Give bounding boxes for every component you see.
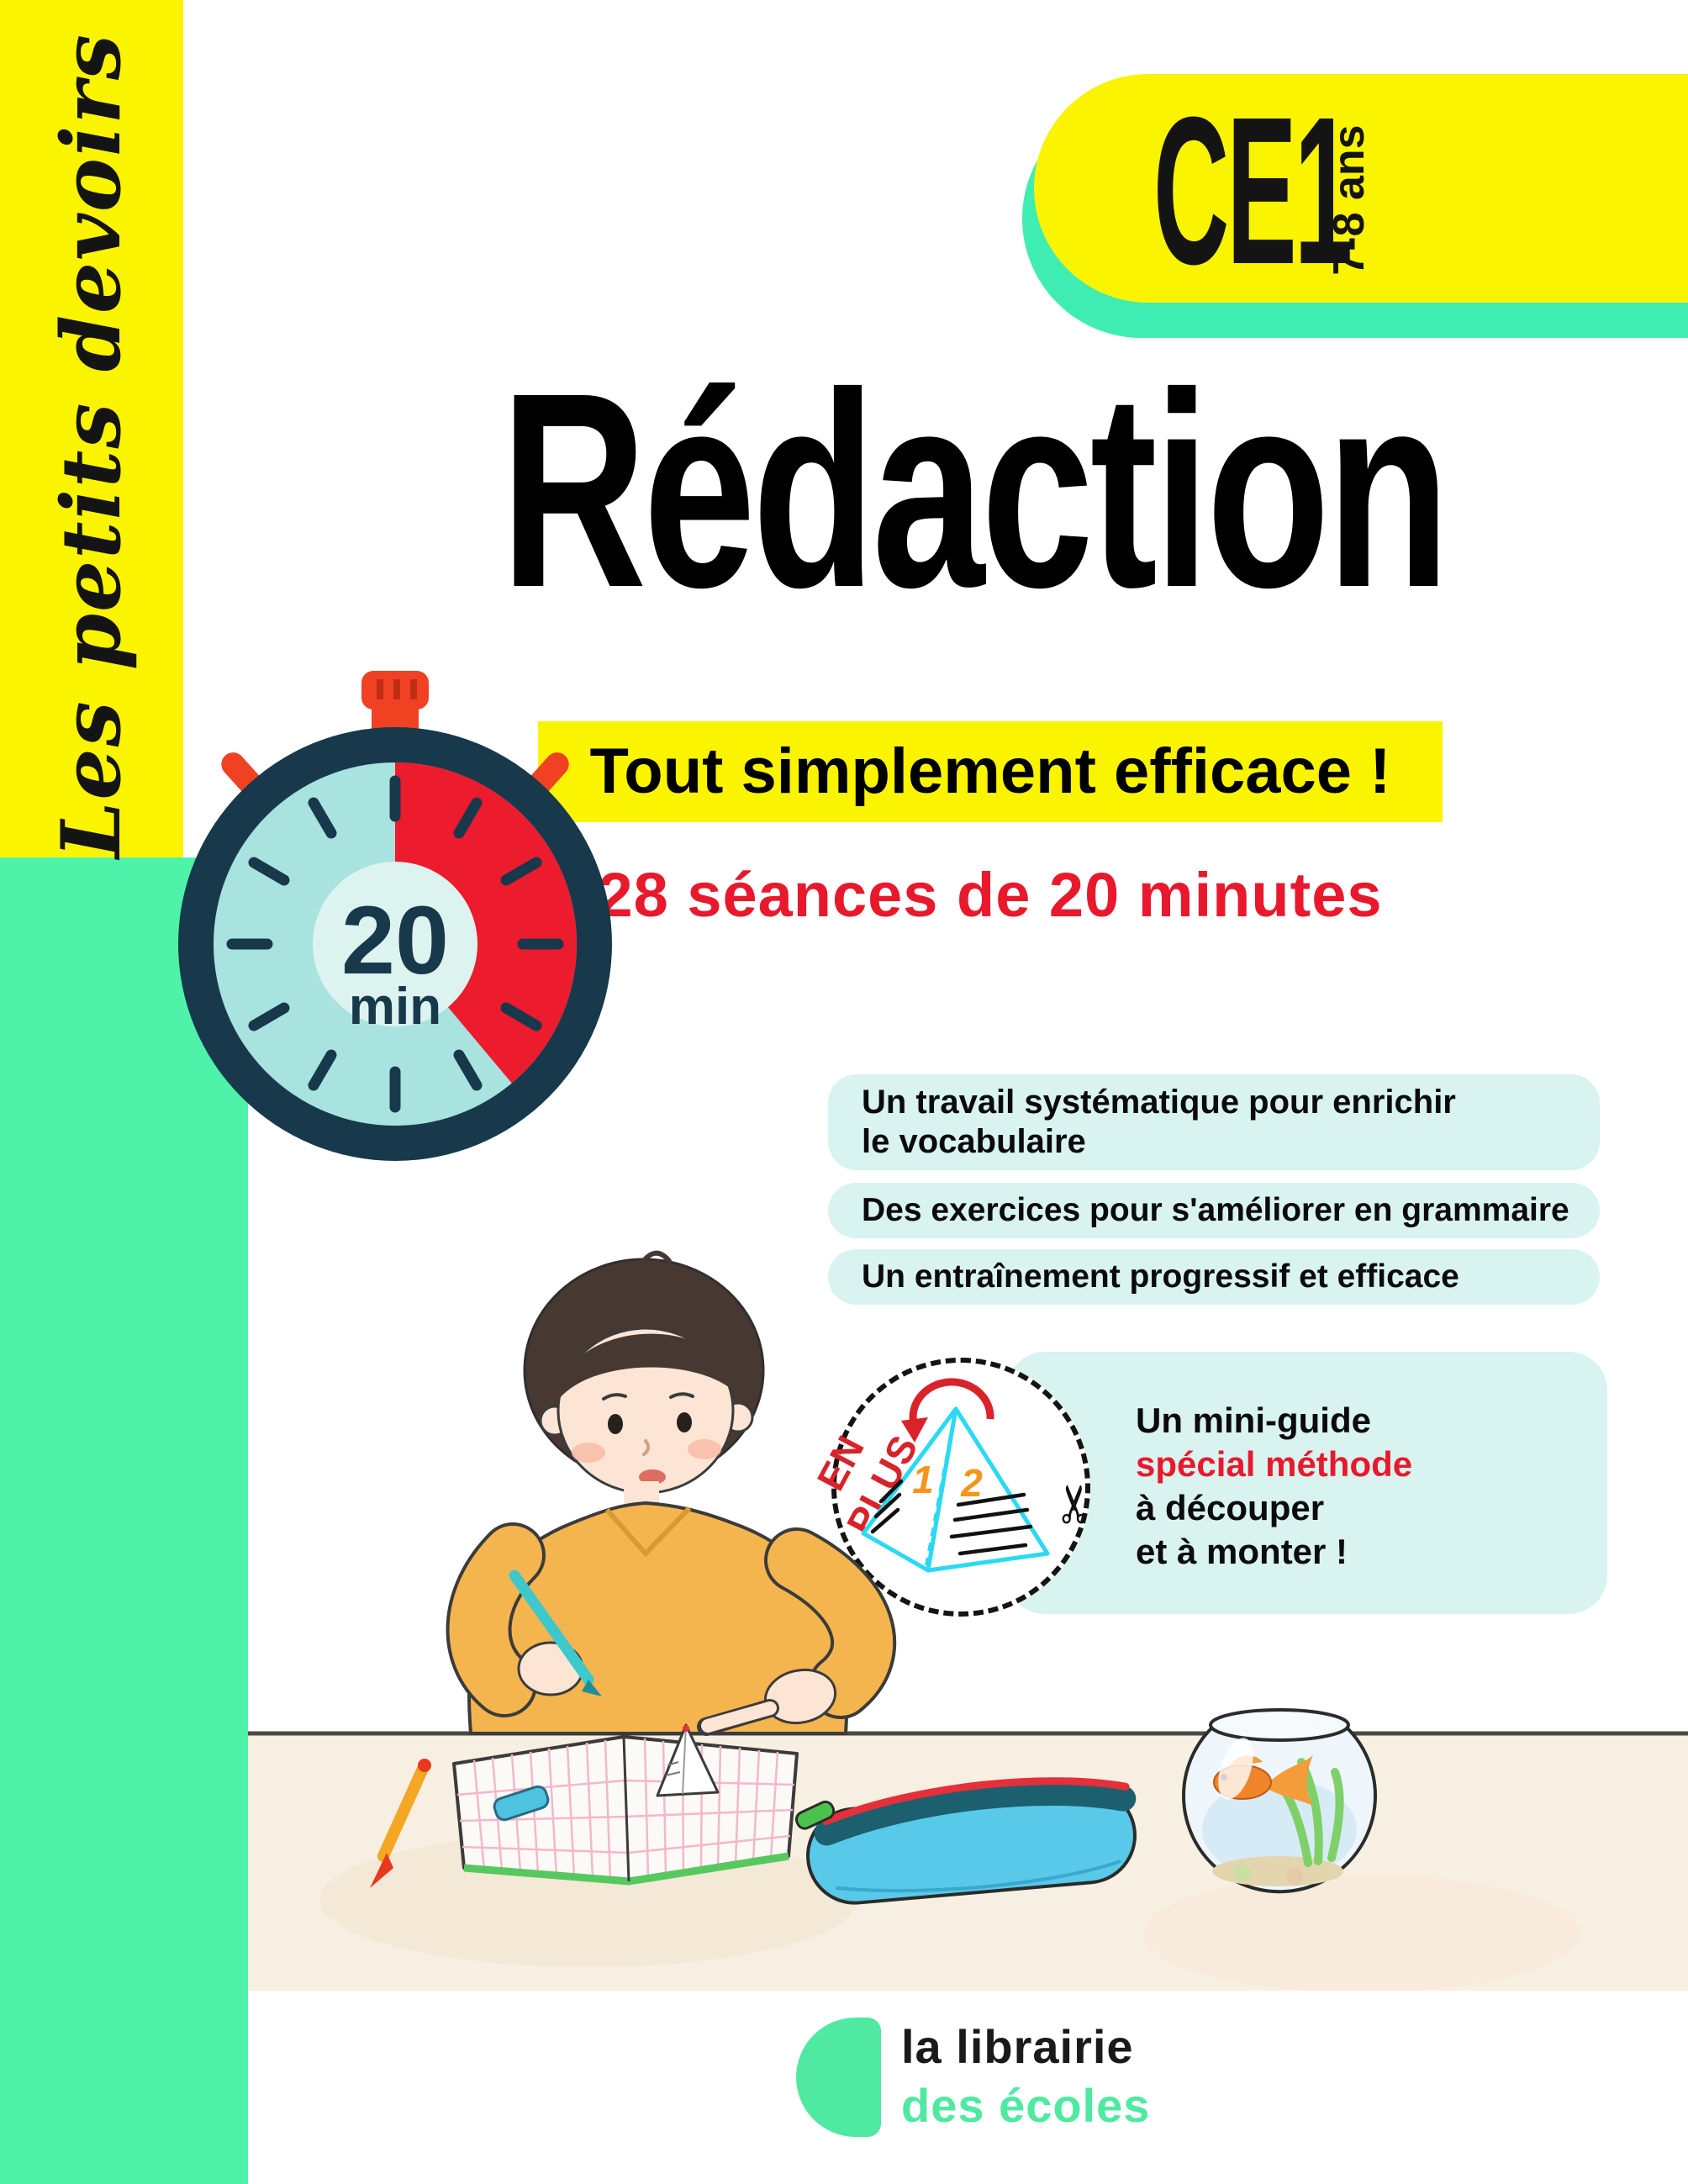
rotate-arrow-icon — [909, 1378, 994, 1429]
pyramid-text-lines — [870, 1479, 1033, 1556]
feature-banner-3: Un entraînement progressif et efficace — [828, 1249, 1600, 1305]
stopwatch-ticks — [226, 775, 564, 1113]
publisher-name-line-2: des écoles — [901, 2079, 1151, 2132]
feature-1-line-2: le vocabulaire — [862, 1123, 1086, 1160]
bonus-line-4: et à monter ! — [1136, 1532, 1348, 1571]
level-badge — [1034, 74, 1688, 303]
sessions-text: 28 séances de 20 minutes — [598, 860, 1383, 930]
tagline-text: Tout simplement efficace ! — [589, 736, 1391, 807]
notebook-grid — [456, 1738, 795, 1881]
publisher-name-line-1: la librairie — [901, 2020, 1134, 2073]
teal-pen — [509, 1569, 594, 1685]
stopwatch-center — [313, 862, 477, 1026]
pyramid-number-1: 1 — [912, 1458, 934, 1501]
bonus-line-3: à découper — [1136, 1488, 1325, 1527]
level-badge-age: 7-8 ans — [1325, 124, 1374, 276]
left-green-band — [0, 857, 248, 2184]
stopwatch-elapsed-sector — [395, 762, 577, 1084]
bonus-line-2: spécial méthode — [1136, 1444, 1413, 1484]
pencil-case — [794, 1777, 1137, 1905]
paper-pyramid — [656, 1723, 720, 1797]
bonus-panel — [1006, 1352, 1607, 1614]
child-illustration — [248, 1250, 1688, 1991]
pyramid-number-2: 2 — [960, 1461, 983, 1505]
bonus-line-1: Un mini-guide — [1136, 1401, 1371, 1440]
tagline-banner: Tout simplement efficace ! — [538, 721, 1443, 822]
pyramid-fold-line — [925, 1408, 957, 1566]
child-hands — [509, 1569, 837, 1736]
stopwatch-icon: 20 min — [178, 671, 612, 1161]
zipper-pull — [794, 1800, 836, 1830]
page-title: Rédaction — [500, 335, 1449, 645]
eraser — [493, 1785, 550, 1822]
pyramid-guide-icon: 1 2 — [861, 1378, 1050, 1573]
level-badge-text: CE1 — [1153, 73, 1353, 308]
stopwatch-unit: min — [349, 978, 441, 1036]
left-yellow-band — [0, 0, 183, 857]
red-pen — [370, 1759, 431, 1888]
publisher-logo-icon — [796, 2018, 881, 2137]
bonus-text-block: Un mini-guide spécial méthode à découper… — [1136, 1399, 1590, 1574]
rotate-arrow-head — [901, 1417, 928, 1443]
child-drawing — [446, 1250, 897, 1735]
fishbowl — [1182, 1708, 1377, 1894]
feature-1-line-1: Un travail systématique pour enrichir — [862, 1084, 1456, 1121]
feature-banner-2: Des exercices pour s'améliorer en gramma… — [828, 1183, 1600, 1238]
stopwatch-value: 20 — [341, 887, 449, 994]
feature-banner-1: Un travail systématique pour enrichir le… — [828, 1074, 1600, 1170]
notebook — [452, 1735, 799, 1886]
